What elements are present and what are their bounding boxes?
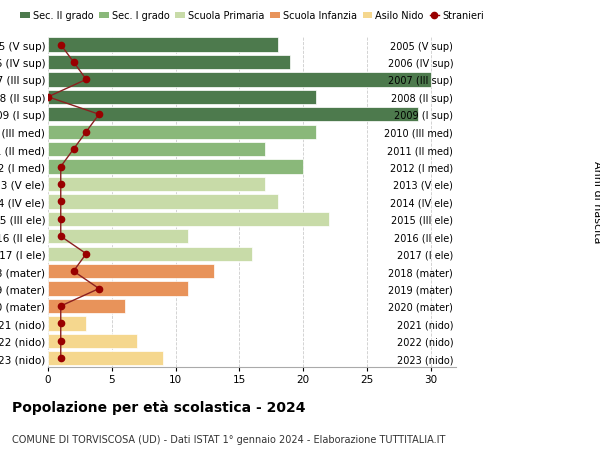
Bar xyxy=(48,299,125,313)
Bar xyxy=(48,317,86,331)
Bar xyxy=(48,108,418,122)
Bar xyxy=(48,178,265,192)
Bar xyxy=(48,264,214,279)
Bar xyxy=(48,73,431,87)
Bar xyxy=(48,160,303,174)
Bar xyxy=(48,334,137,348)
Bar xyxy=(48,230,188,244)
Bar xyxy=(48,143,265,157)
Text: Anni di nascita: Anni di nascita xyxy=(592,161,600,243)
Bar xyxy=(48,56,290,70)
Bar xyxy=(48,352,163,366)
Bar xyxy=(48,282,188,296)
Text: COMUNE DI TORVISCOSA (UD) - Dati ISTAT 1° gennaio 2024 - Elaborazione TUTTITALIA: COMUNE DI TORVISCOSA (UD) - Dati ISTAT 1… xyxy=(12,434,445,444)
Bar xyxy=(48,38,277,52)
Bar xyxy=(48,90,316,105)
Bar xyxy=(48,125,316,140)
Bar xyxy=(48,195,277,209)
Bar xyxy=(48,247,252,261)
Text: Popolazione per età scolastica - 2024: Popolazione per età scolastica - 2024 xyxy=(12,399,305,414)
Legend: Sec. II grado, Sec. I grado, Scuola Primaria, Scuola Infanzia, Asilo Nido, Stran: Sec. II grado, Sec. I grado, Scuola Prim… xyxy=(16,7,488,25)
Bar xyxy=(48,212,329,226)
